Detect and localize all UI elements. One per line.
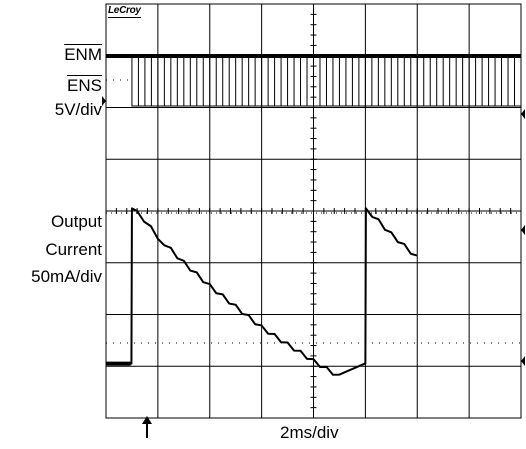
traces (102, 54, 525, 376)
timebase-label: 2ms/div (280, 423, 339, 442)
current-scale-label: 50mA/div (31, 267, 102, 286)
current-ground-marker (521, 225, 525, 235)
ens-channel-marker (102, 96, 106, 106)
voltage-scale-label: 5V/div (54, 100, 102, 119)
ens-ground-marker (521, 109, 525, 119)
output-current-trace (106, 207, 418, 376)
enm-channel-label: ENM (64, 45, 102, 64)
ens-trace (131, 56, 521, 107)
trigger-arrow-icon (142, 416, 152, 438)
scope-brand-logo: LeCroy (108, 5, 141, 18)
output-label: Output (50, 212, 102, 231)
current-label: Current (45, 240, 102, 259)
current-zero-marker (521, 356, 525, 366)
ens-channel-label: ENS (67, 76, 102, 95)
